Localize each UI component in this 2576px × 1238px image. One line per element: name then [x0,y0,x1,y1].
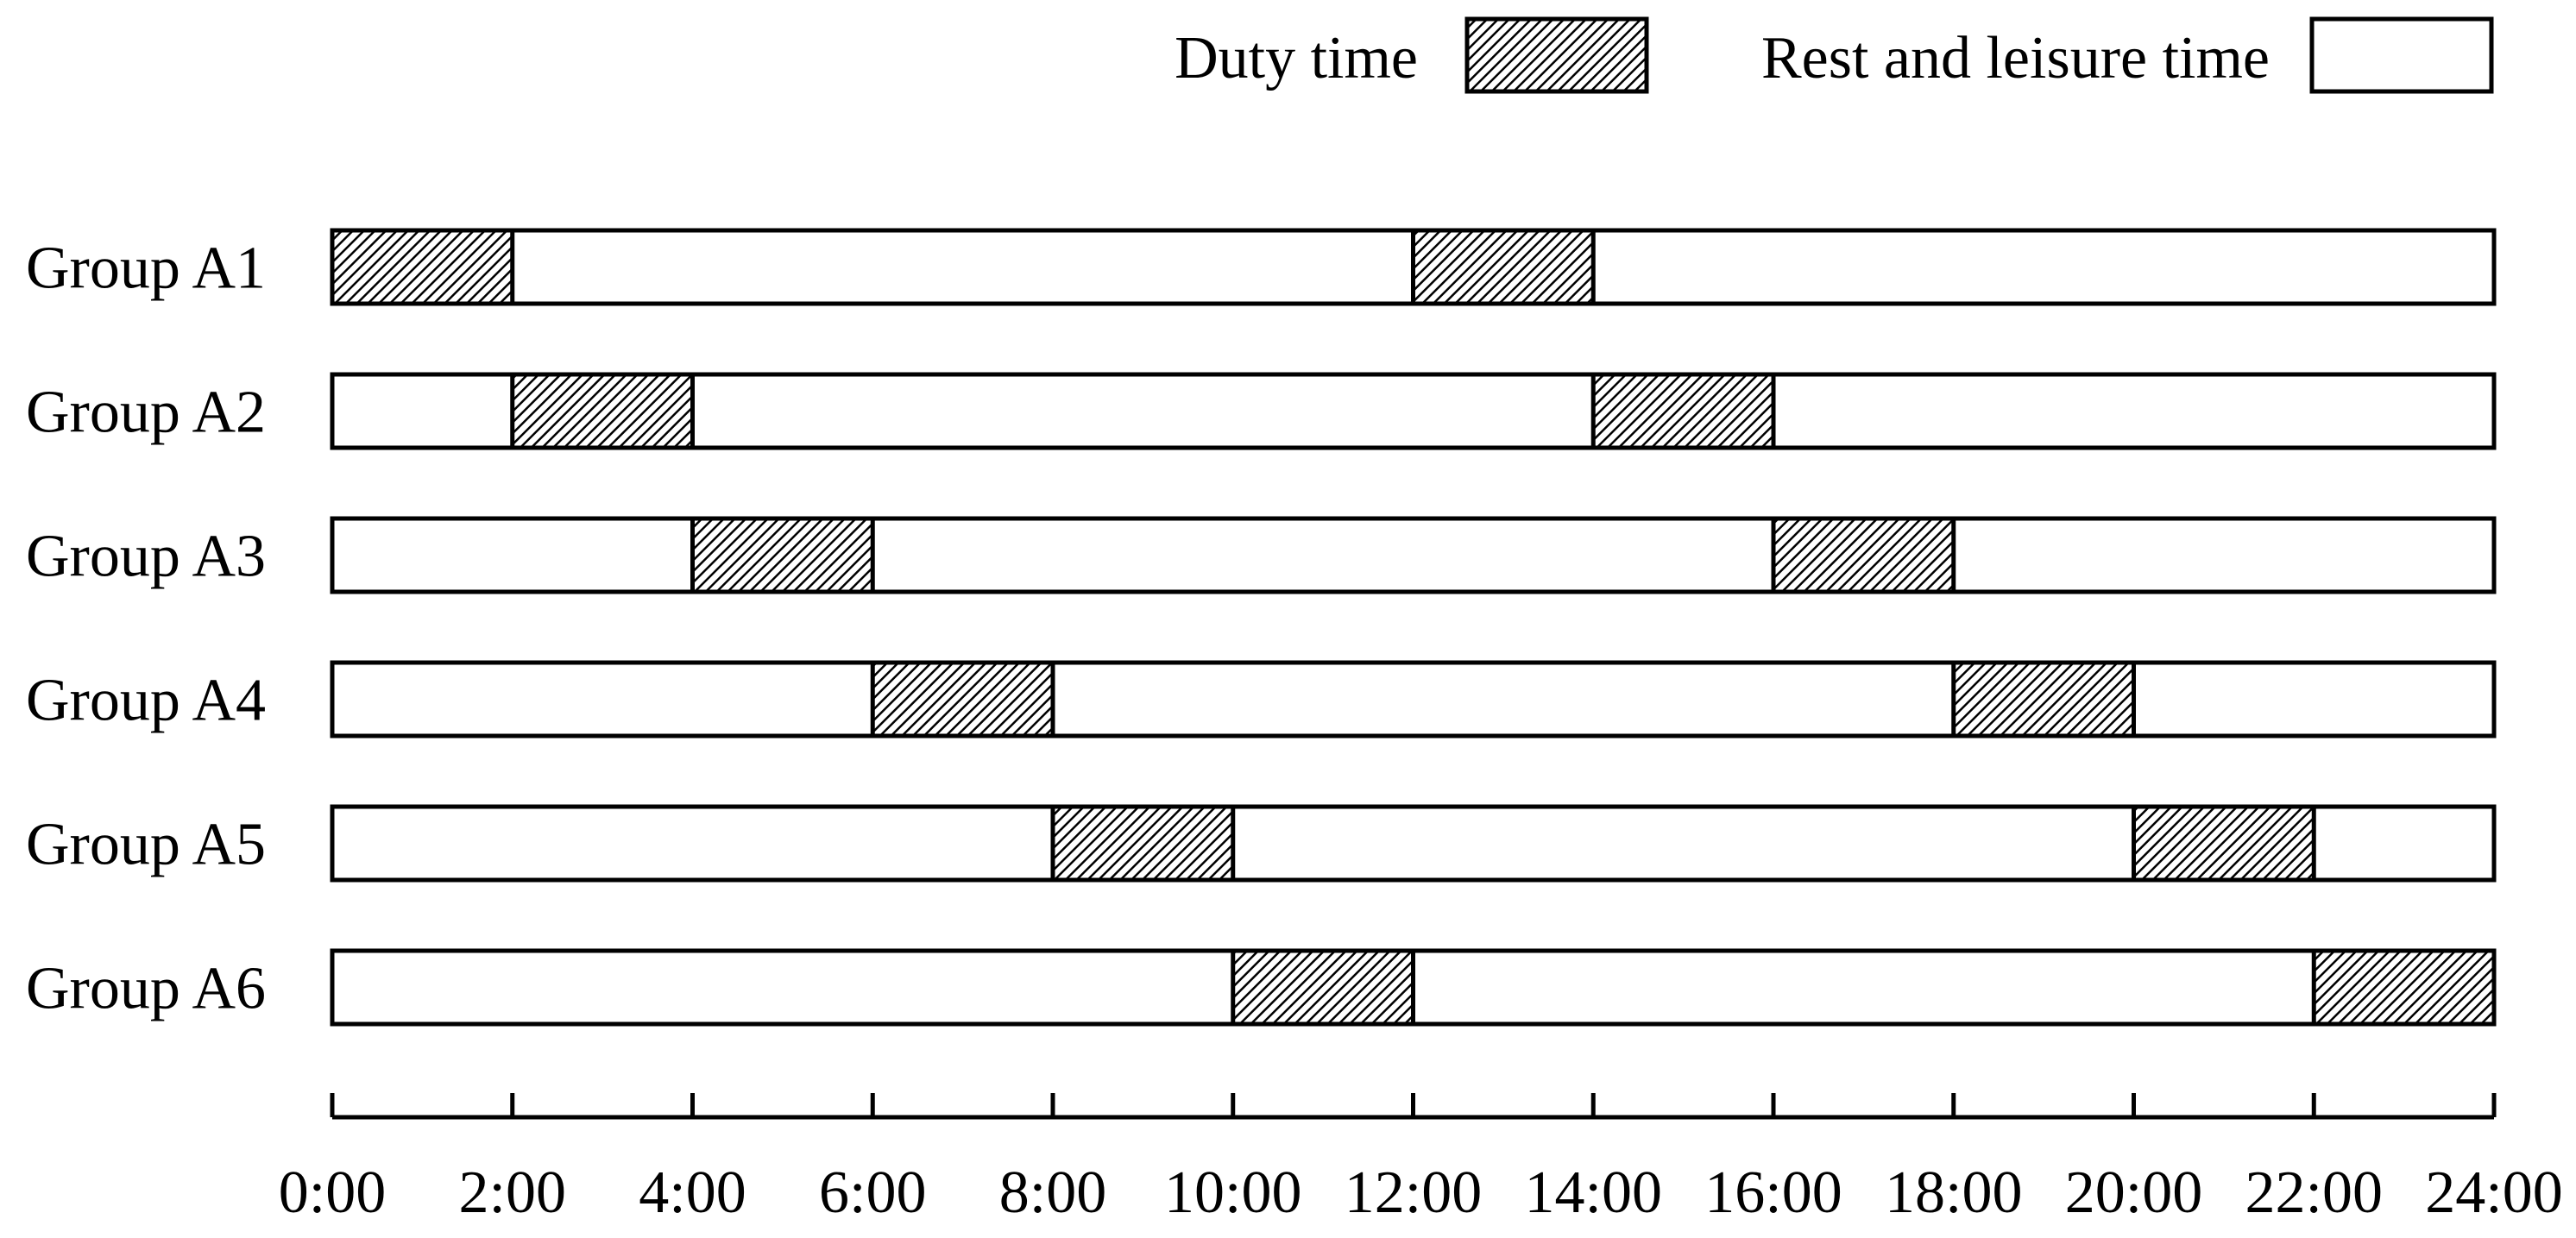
x-tick-label: 6:00 [819,1159,926,1226]
x-tick-label: 12:00 [1345,1159,1482,1226]
duty-segment [510,372,695,450]
group-label: Group A3 [26,524,266,590]
duty-segment [1050,804,1236,883]
group-rows: Group A1 Group A2 Group A3 Group A4 Group A5… [26,228,2497,1027]
x-axis: 0:00 2:00 4:00 6:00 8:00 10:00 12:00 14:00 16:00… [279,1093,2563,1226]
legend: Duty time Rest and leisure time [1175,16,2494,94]
rest-bar [330,660,2497,738]
duty-segment [870,660,1055,738]
group-row: Group A2 [26,372,2497,450]
group-row: Group A4 [26,660,2497,738]
legend-label-duty: Duty time [1175,25,1418,91]
x-tick-label: 16:00 [1704,1159,1842,1226]
group-row: Group A5 [26,804,2497,883]
legend-swatch-duty [1464,16,1649,94]
x-tick-label: 22:00 [2245,1159,2383,1226]
group-label: Group A6 [26,956,266,1022]
group-label: Group A1 [26,236,266,302]
x-tick-label: 24:00 [2425,1159,2562,1226]
x-tick-label: 8:00 [999,1159,1106,1226]
group-row: Group A6 [26,948,2497,1027]
group-label: Group A5 [26,812,266,878]
x-tick-label: 4:00 [639,1159,746,1226]
group-row: Group A3 [26,516,2497,594]
duty-segment [1231,948,1415,1027]
group-row: Group A1 [26,228,2497,306]
group-label: Group A2 [26,380,266,446]
duty-segment [1951,660,2136,738]
duty-segment [330,228,515,306]
rest-bar [330,516,2497,594]
x-tick-label: 14:00 [1525,1159,1662,1226]
duty-segment [2132,804,2316,883]
duty-segment [1771,516,1956,594]
duty-segment [690,516,875,594]
duty-segment [2311,948,2497,1027]
x-tick-label: 18:00 [1885,1159,2022,1226]
duty-segment [1411,228,1596,306]
x-tick-label: 2:00 [459,1159,566,1226]
legend-label-rest: Rest and leisure time [1761,25,2270,91]
x-tick-label: 0:00 [279,1159,386,1226]
x-tick-label: 20:00 [2065,1159,2202,1226]
x-tick-label: 10:00 [1164,1159,1301,1226]
legend-swatch-rest [2309,16,2494,94]
duty-segment [1590,372,1776,450]
group-label: Group A4 [26,668,266,734]
